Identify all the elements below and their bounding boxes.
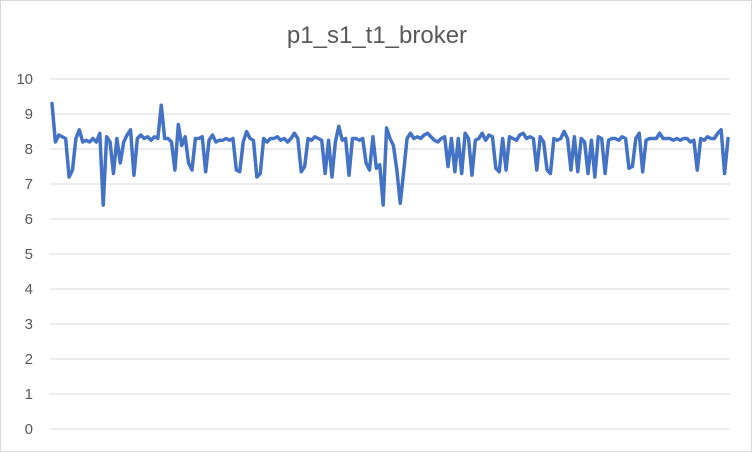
y-tick-label: 8 [25,141,33,158]
y-tick-label: 7 [25,176,33,193]
y-tick-label: 9 [25,106,33,123]
y-tick-label: 4 [25,281,33,298]
gridlines [50,78,730,430]
y-tick-label: 1 [25,386,33,403]
chart-title: p1_s1_t1_broker [286,22,468,49]
y-tick-label: 2 [25,351,33,368]
series-layer [50,101,730,207]
series-line-0 [50,101,730,207]
y-tick-label: 10 [16,71,33,88]
y-axis-tick-labels: 0 1 2 3 4 5 6 7 8 9 10 [16,71,33,438]
y-tick-label: 6 [25,211,33,228]
y-tick-label: 0 [25,421,33,438]
y-tick-label: 3 [25,316,33,333]
y-tick-label: 5 [25,246,33,263]
